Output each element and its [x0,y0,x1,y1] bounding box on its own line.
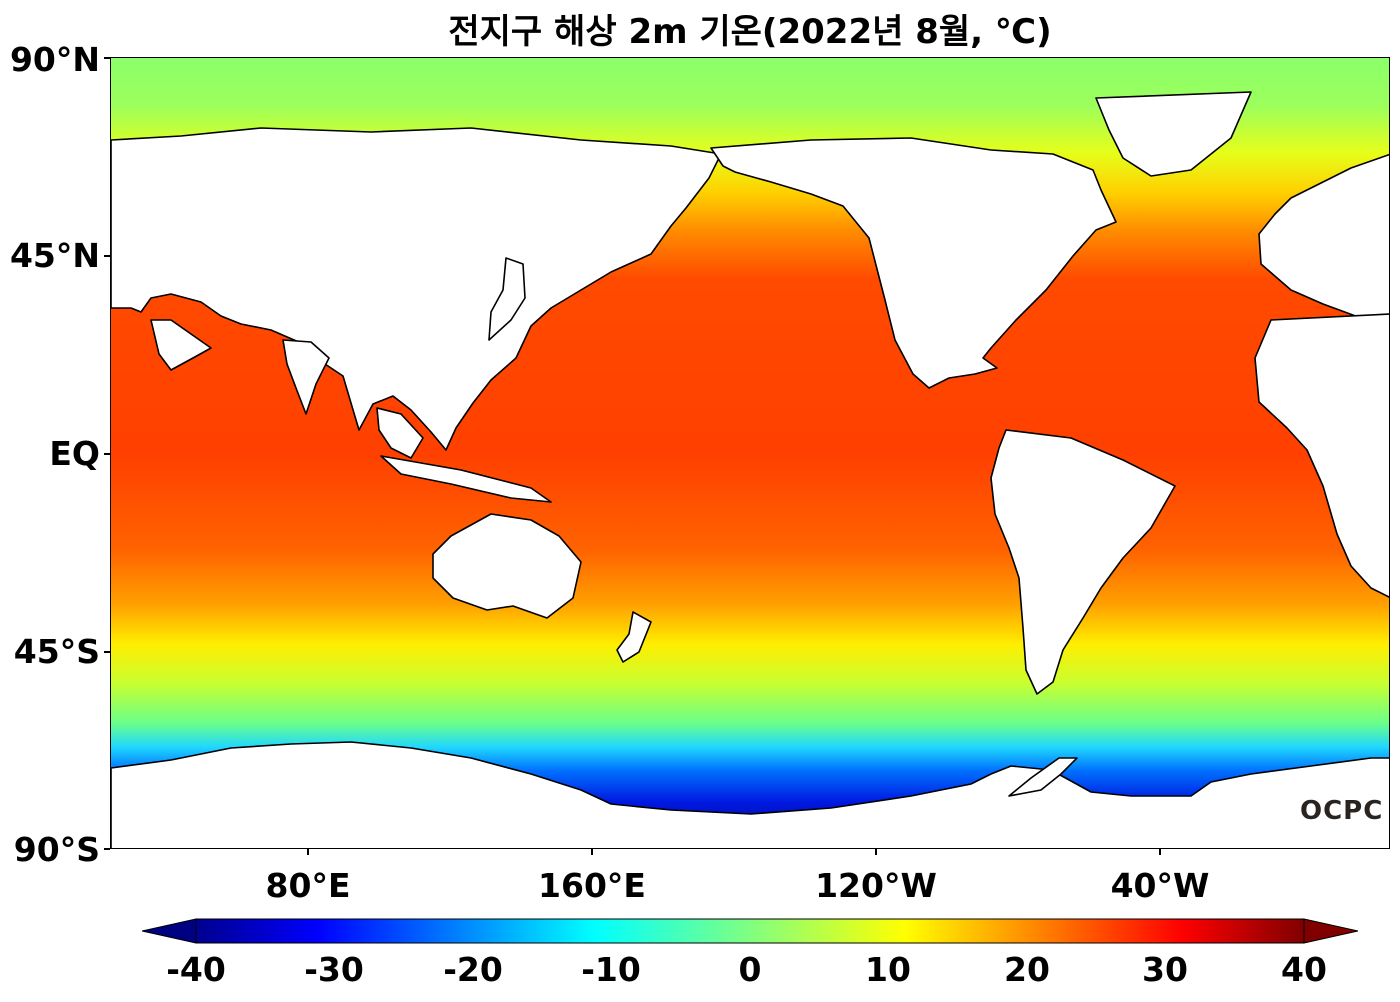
lon-label-80e: 80°E [265,866,351,905]
lat-tick [104,453,110,455]
lat-label-45s: 45°S [13,632,100,671]
colorbar-label: -10 [581,950,641,989]
colorbar-label: -20 [443,950,503,989]
map-area[interactable] [110,57,1390,849]
land-japan [488,257,526,341]
lat-label-90n: 90°N [9,40,100,79]
land-masses [111,91,1389,848]
colorbar-extend-low [142,918,197,944]
lat-label-eq: EQ [49,434,100,473]
land-europe [1258,153,1389,319]
colorbar-label: -30 [304,950,364,989]
land-africa [1254,313,1389,598]
lon-tick [875,849,877,855]
land-north-america [710,137,1117,389]
lon-label-160e: 160°E [538,866,646,905]
colorbar-label: 10 [865,950,911,989]
land-greenland [1095,91,1252,177]
lat-tick [104,255,110,257]
lat-tick [104,57,110,59]
lat-label-90s: 90°S [13,830,100,869]
land-seasia [376,407,424,459]
colorbar-body [195,918,1305,944]
lon-label-120w: 120°W [815,866,937,905]
land-india [282,339,330,415]
ocpc-logo: OCPC [1300,796,1384,826]
colorbar-extend-high [1303,918,1358,944]
land-antarctica [111,741,1389,848]
land-indonesia [380,455,552,503]
land-australia [432,513,582,619]
land-new-zealand [616,611,652,663]
lon-tick [307,849,309,855]
colorbar-label: -40 [166,950,226,989]
land-eurasia [111,127,722,451]
colorbar-label: 20 [1004,950,1050,989]
lon-tick [1159,849,1161,855]
land-south-america [990,429,1176,695]
map-title: 전지구 해상 2m 기온(2022년 8월, ℃) [448,12,1052,52]
colorbar [142,918,1358,944]
colorbar-label: 30 [1142,950,1188,989]
land-antarctic-peninsula [1008,757,1078,797]
colorbar-label: 0 [738,950,762,989]
lat-tick [104,651,110,653]
lat-tick [104,848,110,850]
lon-label-40w: 40°W [1110,866,1210,905]
lon-tick [591,849,593,855]
temperature-map [111,58,1389,848]
lat-label-45n: 45°N [9,236,100,275]
land-arabia [150,319,212,371]
colorbar-label: 40 [1281,950,1327,989]
